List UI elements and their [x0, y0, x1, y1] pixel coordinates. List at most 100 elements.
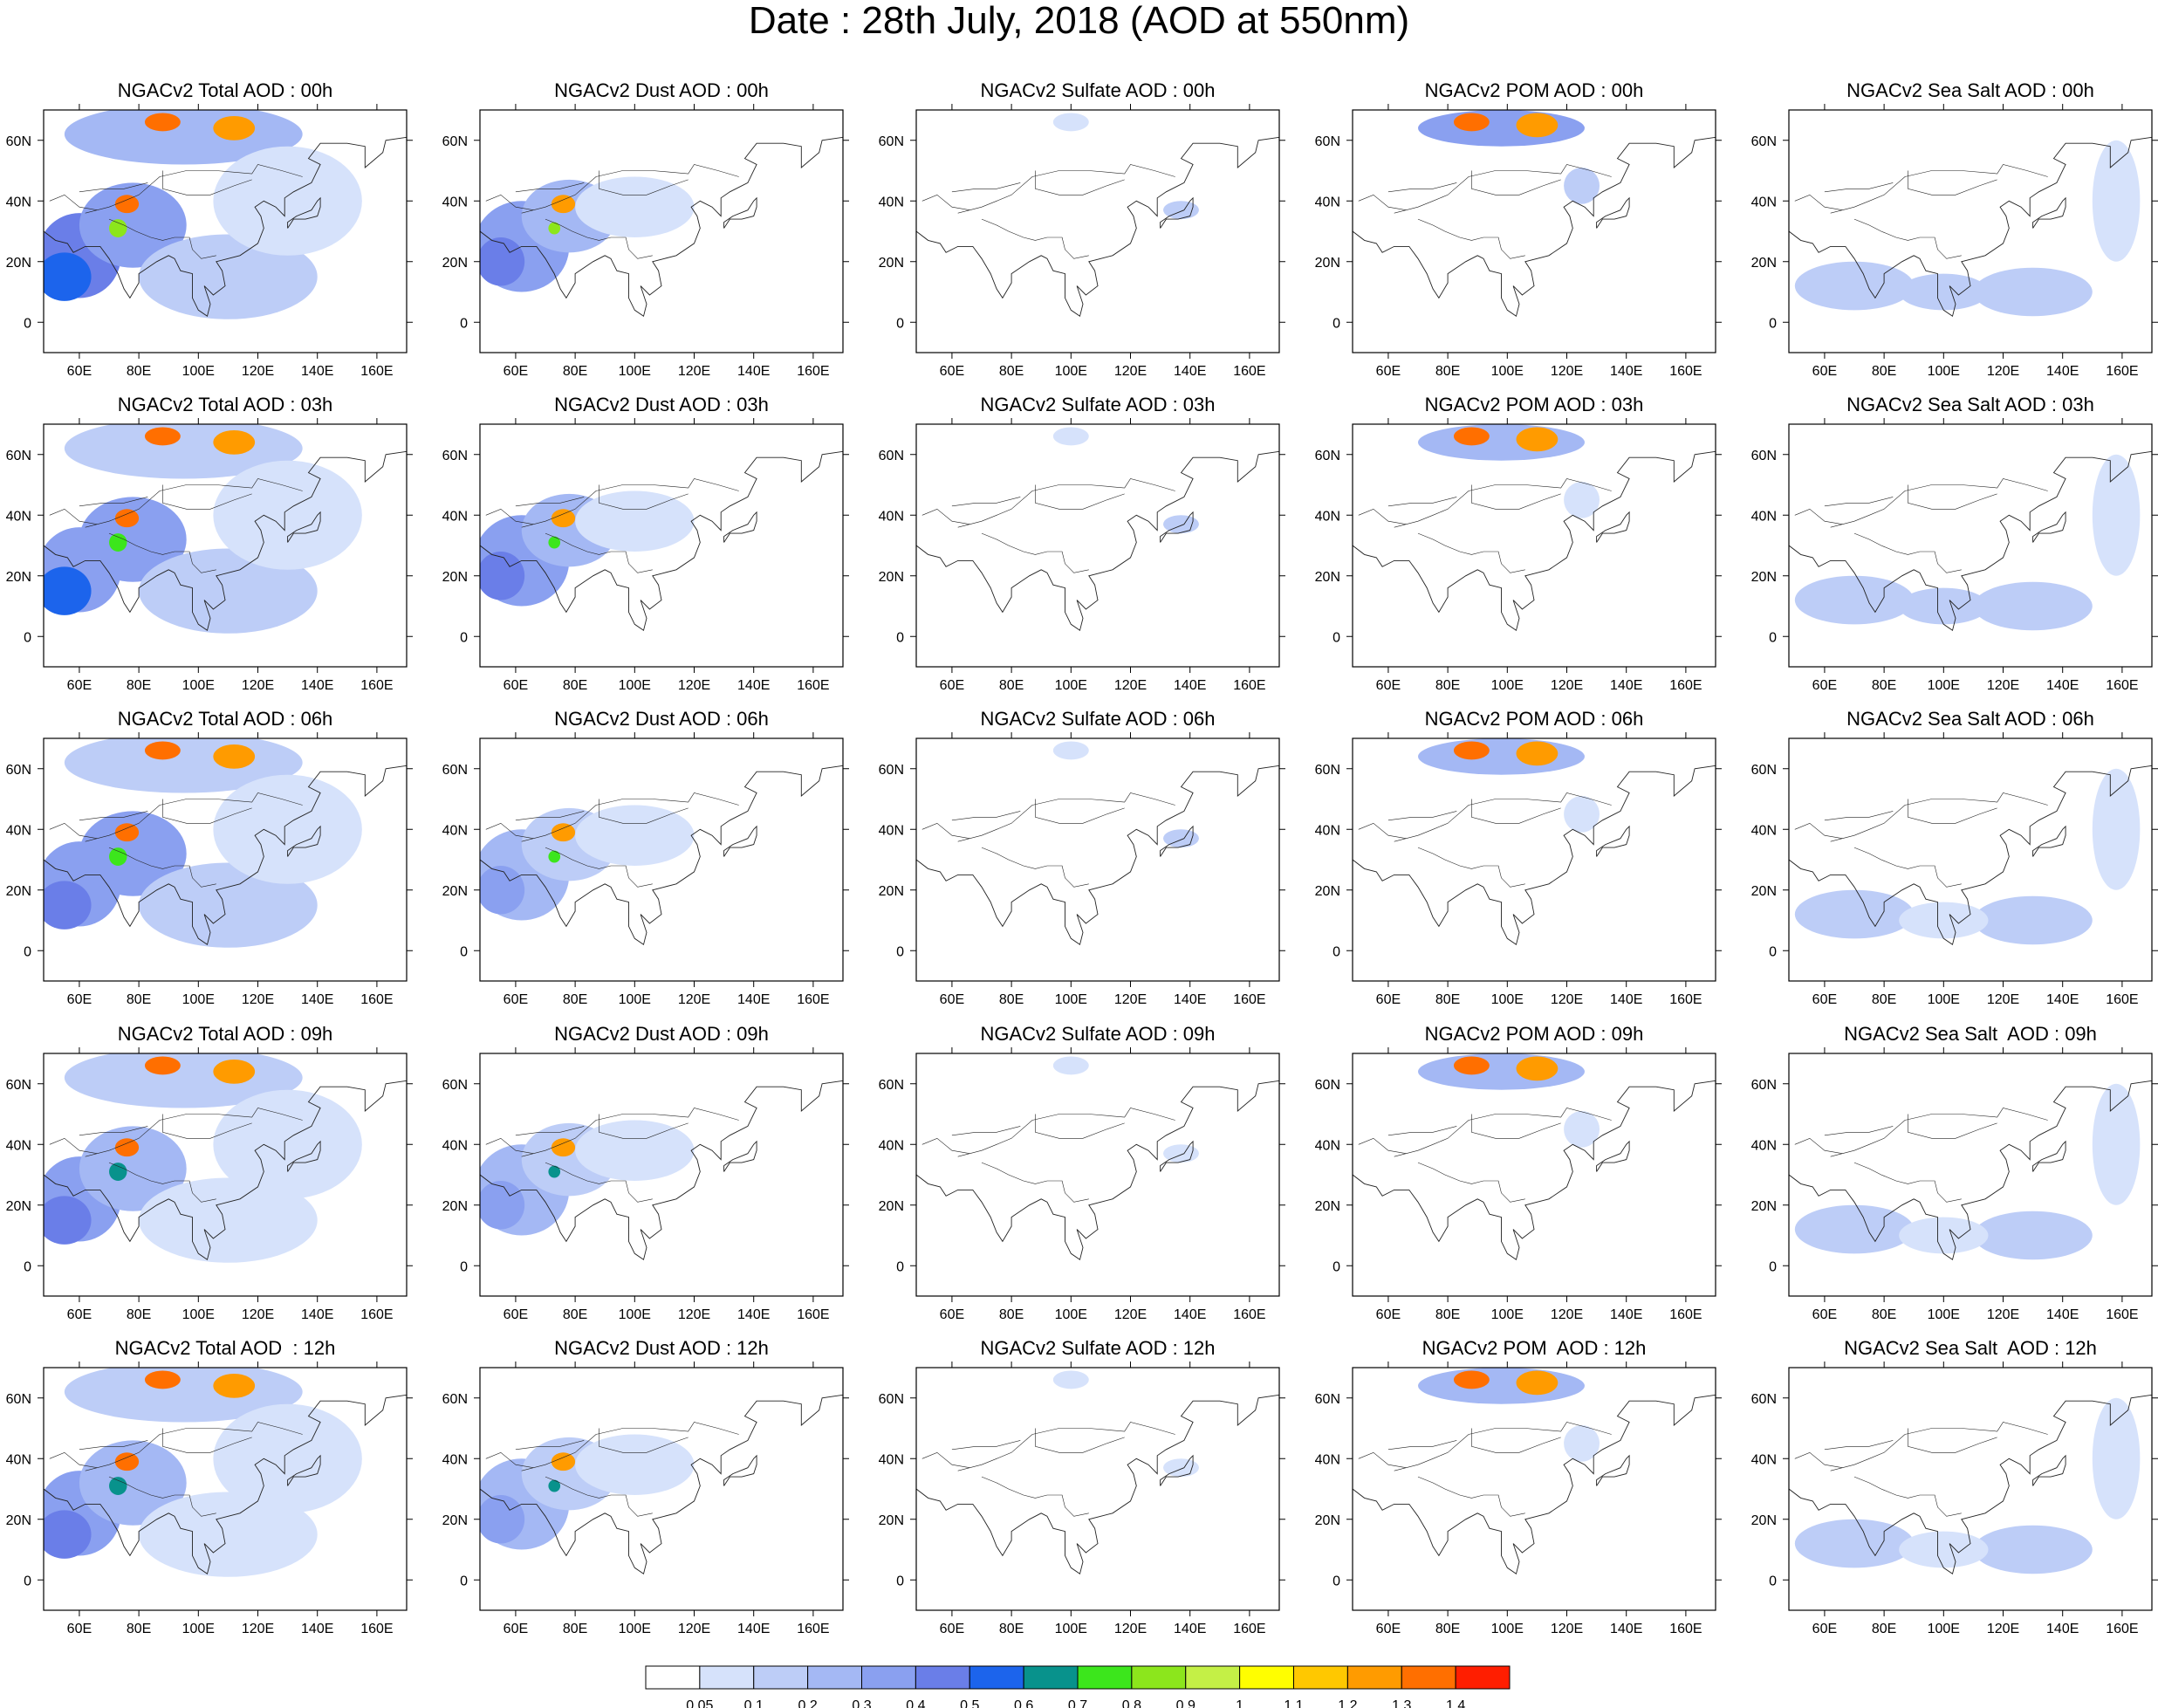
- colorbar-swatch: [645, 1665, 701, 1690]
- aod-map: 60E 80E 100E 120E 140E 160E 60N 40N 20N 0: [6, 732, 413, 1007]
- panel-title: NGACv2 Sulfate AOD : 06h: [980, 708, 1216, 730]
- map-frame: [479, 737, 844, 982]
- lon-tick-label: 60E: [1812, 1622, 1837, 1636]
- aod-field: [44, 110, 407, 353]
- lat-tick-label: 60N: [442, 134, 468, 149]
- map-panel-sulfate-06h: NGACv2 Sulfate AOD : 06h 60E 80E 100E 120E 14…: [868, 707, 1305, 1021]
- aod-field: [916, 738, 1279, 981]
- aod-blob: [480, 237, 525, 286]
- lat-tick-label: 40N: [1315, 509, 1340, 524]
- aod-blob: [144, 427, 181, 446]
- aod-blob: [109, 847, 127, 866]
- lon-tick-label: 60E: [1812, 364, 1837, 379]
- lon-tick-label: 140E: [301, 678, 333, 693]
- coastline: [1353, 450, 1716, 632]
- lat-tick-label: 60N: [442, 1078, 468, 1093]
- map-frame: [1352, 423, 1716, 668]
- lon-tick-label: 100E: [619, 992, 651, 1007]
- coastline: [1353, 136, 1716, 318]
- lat-tick-label: 60N: [879, 1078, 904, 1093]
- coastline: [916, 136, 1279, 318]
- lon-tick-label: 140E: [737, 364, 770, 379]
- map-frame: [43, 1367, 408, 1611]
- aod-blob: [114, 509, 140, 528]
- lon-tick-label: 120E: [1114, 678, 1147, 693]
- aod-blob: [109, 1163, 127, 1181]
- colorbar-swatch: [1131, 1665, 1187, 1690]
- lon-tick-label: 80E: [1872, 1307, 1896, 1322]
- map-panel-dust-00h: NGACv2 Dust AOD : 00h 60E 80E 100E 120E 140E 1…: [432, 79, 868, 393]
- lon-tick-label: 80E: [127, 364, 151, 379]
- lat-tick-label: 20N: [1315, 570, 1340, 585]
- lon-tick-label: 100E: [1928, 1307, 1960, 1322]
- colorbar-swatch: [699, 1665, 755, 1690]
- aod-field: [916, 110, 1279, 353]
- colorbar-label: 1.3: [1392, 1698, 1411, 1708]
- panel-title: NGACv2 POM AOD : 12h: [1422, 1337, 1647, 1359]
- lon-tick-label: 140E: [1610, 1307, 1642, 1322]
- map-frame: [1352, 1053, 1716, 1297]
- aod-blob: [44, 252, 92, 301]
- aod-map: 60E 80E 100E 120E 140E 160E 60N 40N 20N 0: [879, 732, 1285, 1007]
- aod-map: 60E 80E 100E 120E 140E 160E 60N 40N 20N 0: [879, 418, 1285, 693]
- lon-tick-label: 160E: [2106, 992, 2138, 1007]
- lon-tick-label: 160E: [797, 1622, 829, 1636]
- lat-tick-label: 20N: [442, 884, 468, 899]
- aod-blob: [1052, 741, 1089, 760]
- aod-blob: [79, 1126, 187, 1211]
- lon-tick-label: 120E: [1551, 992, 1583, 1007]
- lon-tick-label: 160E: [2106, 678, 2138, 693]
- lon-tick-label: 140E: [737, 678, 770, 693]
- lat-tick-label: 40N: [1315, 195, 1340, 209]
- coastline: [44, 450, 407, 632]
- lat-tick-label: 60N: [1315, 1078, 1340, 1093]
- aod-blob: [44, 881, 92, 929]
- map-frame: [915, 737, 1280, 982]
- colorbar-swatch: [969, 1665, 1024, 1690]
- colorbar-label: 1: [1236, 1698, 1243, 1708]
- lat-tick-label: 0: [1332, 630, 1340, 645]
- coastline: [916, 765, 1279, 946]
- lat-tick-label: 40N: [1751, 195, 1777, 209]
- lon-tick-label: 160E: [360, 992, 393, 1007]
- lon-tick-label: 140E: [301, 992, 333, 1007]
- aod-blob: [1973, 1525, 2093, 1574]
- lat-tick-label: 0: [896, 630, 904, 645]
- lon-tick-label: 120E: [678, 364, 710, 379]
- aod-map: 60E 80E 100E 120E 140E 160E 60N 40N 20N 0: [6, 418, 413, 693]
- aod-field: [1353, 424, 1716, 667]
- aod-map: 60E 80E 100E 120E 140E 160E 60N 40N 20N 0: [879, 1047, 1285, 1322]
- lon-tick-label: 60E: [940, 1307, 964, 1322]
- map-frame: [479, 1053, 844, 1297]
- map-frame: [43, 423, 408, 668]
- lat-tick-label: 0: [896, 316, 904, 331]
- aod-blob: [79, 811, 187, 896]
- lat-tick-label: 40N: [1315, 1452, 1340, 1467]
- lat-tick-label: 0: [1332, 316, 1340, 331]
- lon-tick-label: 160E: [2106, 1622, 2138, 1636]
- lat-tick-label: 0: [460, 316, 468, 331]
- lon-tick-label: 80E: [1872, 992, 1896, 1007]
- lat-tick-label: 20N: [6, 1199, 31, 1214]
- lat-tick-label: 20N: [1315, 256, 1340, 271]
- aod-field: [44, 738, 407, 981]
- lat-tick-label: 40N: [1315, 1138, 1340, 1153]
- lon-tick-label: 100E: [1928, 364, 1960, 379]
- lat-tick-label: 20N: [1751, 570, 1777, 585]
- colorbar-label: 0.05: [686, 1698, 713, 1708]
- aod-blob: [551, 1452, 576, 1471]
- lat-tick-label: 60N: [1315, 1392, 1340, 1407]
- map-frame: [479, 1367, 844, 1611]
- lon-tick-label: 80E: [1872, 1622, 1896, 1636]
- lon-tick-label: 120E: [242, 992, 274, 1007]
- map-panel-total-09h: NGACv2 Total AOD : 09h 60E 80E 100E 120E 140E…: [0, 1022, 432, 1336]
- aod-blob: [1973, 895, 2093, 945]
- coastline: [1789, 1080, 2152, 1261]
- lon-tick-label: 60E: [504, 678, 528, 693]
- aod-map: 60E 80E 100E 120E 140E 160E 60N 40N 20N 0: [6, 1047, 413, 1322]
- map-frame: [1352, 109, 1716, 353]
- lon-tick-label: 100E: [182, 992, 215, 1007]
- lon-tick-label: 140E: [1174, 1622, 1206, 1636]
- lat-tick-label: 60N: [879, 134, 904, 149]
- lon-tick-label: 160E: [360, 678, 393, 693]
